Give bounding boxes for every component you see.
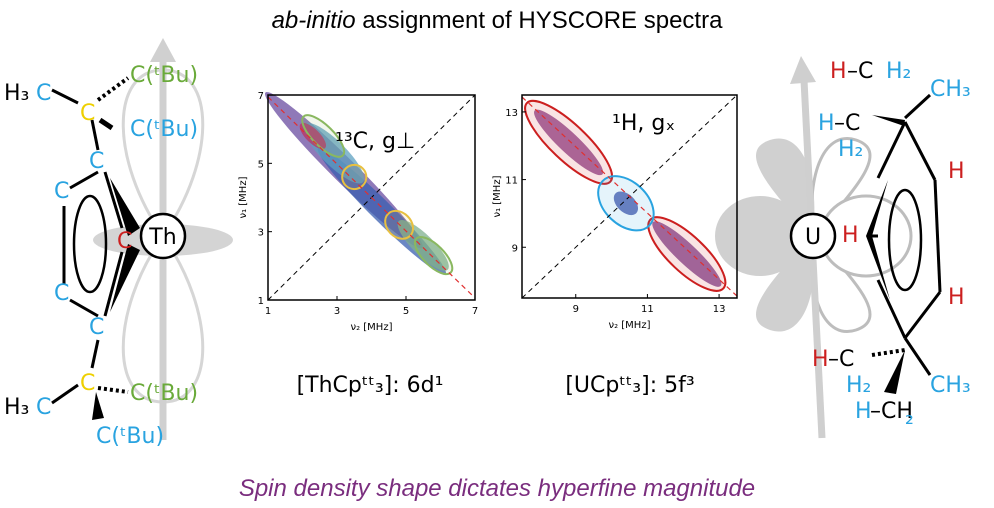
annotation: ¹H, gₓ: [612, 111, 675, 136]
title-rest: assignment of HYSCORE spectra: [356, 7, 723, 34]
atom-label: H: [948, 159, 965, 184]
y-tick-label: 7: [258, 91, 264, 102]
atom-label: ₂: [905, 405, 914, 430]
plot: 1 3 5 7 1 3 5 7 ν₂ [MHz] ν₁ [MHz] ¹³C, g⊥ [ThCpᵗᵗ₃]…: [238, 91, 478, 398]
atom-label: CH₃: [930, 373, 971, 398]
y-tick-label: 3: [258, 228, 264, 239]
annotation: ¹³C, g⊥: [335, 129, 415, 154]
caption: [UCpᵗᵗ₃]: 5f³: [565, 373, 694, 398]
fit-ellipse: [341, 163, 368, 191]
atom-label: U: [805, 225, 821, 250]
x-tick-label: 11: [641, 304, 654, 315]
atom-label: H: [855, 399, 872, 424]
plot-frame: [267, 94, 476, 301]
atom-label: H: [812, 347, 829, 372]
x-tick-label: 9: [573, 304, 579, 315]
x-tick-label: 7: [472, 306, 478, 317]
x-tick-label: 3: [334, 306, 340, 317]
atom-label: –C: [834, 111, 860, 136]
atom-label: –C: [828, 347, 854, 372]
plot: 9 11 13 9 11 13 ν₂ [MHz] ν₁ [MHz] ¹H, gₓ [UCpᵗᵗ₃]…: [492, 94, 738, 398]
x-tick-label: 5: [403, 306, 409, 317]
caption: [ThCpᵗᵗ₃]: 6d¹: [297, 373, 444, 398]
x-axis-label: ν₂ [MHz]: [609, 320, 651, 331]
contour-region: [652, 221, 722, 287]
y-tick-label: 11: [505, 176, 518, 187]
contour-region: [397, 219, 449, 271]
atom-label: H₂: [838, 137, 863, 162]
atom-label: C(ᵗBu): [130, 381, 198, 406]
atom-label: H: [818, 111, 835, 136]
x-tick-label: 13: [713, 304, 726, 315]
title-italic: ab-initio: [272, 7, 356, 34]
atom-label: C(ᵗBu): [130, 117, 198, 142]
plot-frame: [521, 94, 738, 299]
contour-region: [613, 191, 639, 216]
atom-label: Th: [148, 225, 176, 250]
atom-label: H: [830, 59, 847, 84]
fit-ellipse: [647, 216, 727, 292]
atom-label: C: [80, 101, 95, 126]
fit-ellipse: [597, 175, 655, 232]
atom-label: CH₃: [930, 77, 971, 102]
atom-label: C: [36, 395, 51, 420]
right-skeleton: [789, 93, 942, 394]
atom-label: –C: [847, 59, 873, 84]
x-axis-label: ν₂ [MHz]: [351, 322, 393, 333]
atom-label: H: [842, 223, 859, 248]
left-skeleton: [51, 76, 187, 420]
x-tick-label: 1: [265, 306, 271, 317]
atom-label: C: [89, 315, 104, 340]
atom-label: H₂: [846, 373, 871, 398]
atom-label: –CH: [870, 399, 913, 424]
atom-label: H₂: [886, 59, 911, 84]
y-axis-label: ν₁ [MHz]: [492, 175, 503, 217]
y-tick-label: 9: [512, 243, 518, 254]
y-axis-label: ν₁ [MHz]: [238, 176, 249, 218]
atom-label: C: [54, 281, 69, 306]
atom-label: C(ᵗBu): [96, 424, 164, 449]
footer: Spin density shape dictates hyperfine ma…: [239, 475, 755, 502]
atom-label: H₃: [4, 395, 29, 420]
anti-diagonal: [267, 96, 476, 299]
fit-ellipse: [524, 99, 614, 185]
atom-label: C(ᵗBu): [130, 63, 198, 88]
y-tick-label: 5: [258, 159, 264, 170]
contour-region: [534, 109, 604, 176]
atom-label: C: [54, 179, 69, 204]
y-tick-label: 13: [505, 108, 518, 119]
atom-label: C: [36, 81, 51, 106]
fit-ellipse: [413, 236, 454, 276]
title: ab-initio assignment of HYSCORE spectra: [272, 7, 724, 34]
atom-label: H: [948, 285, 965, 310]
atom-label: H₃: [4, 81, 29, 106]
atom-label: C: [80, 371, 95, 396]
atom-label: C: [89, 149, 104, 174]
anti-diagonal: [521, 96, 738, 297]
atom-label: C: [117, 229, 132, 254]
y-tick-label: 1: [258, 296, 264, 307]
